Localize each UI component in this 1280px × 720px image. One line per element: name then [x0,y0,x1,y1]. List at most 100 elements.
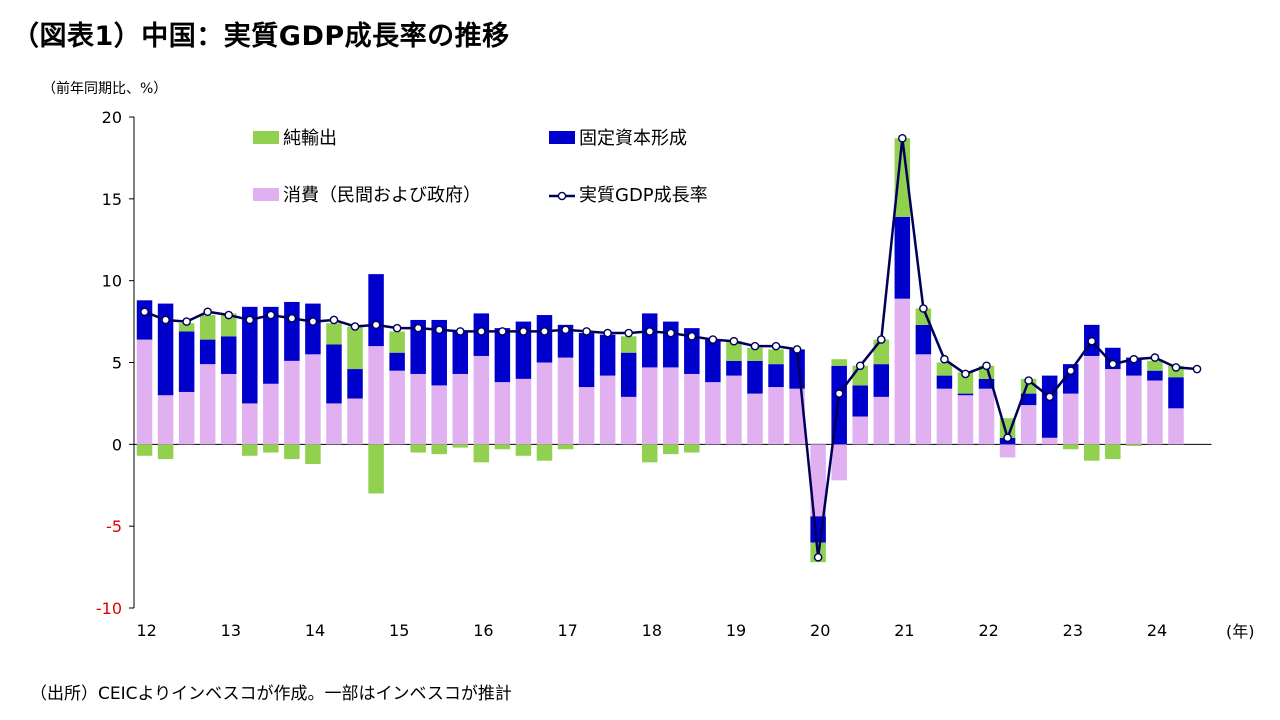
bar-net-exports [747,347,763,361]
y-unit-label: （前年同期比、%） [42,81,168,97]
bar-net-exports [831,359,847,366]
x-tick-label: 24 [1147,621,1167,640]
gdp-point [540,327,549,336]
bar-consumption [663,367,679,445]
gdp-point [182,317,191,326]
bar-consumption [368,346,384,445]
bar-consumption [578,387,595,445]
bar-consumption [789,388,805,445]
gdp-point [729,336,739,346]
bar-net-exports [1147,360,1163,371]
gdp-point [203,307,212,317]
bar-fixed-capital [1168,377,1184,409]
x-tick-label: 22 [978,621,998,640]
bar-consumption [894,298,911,445]
bar-consumption [178,391,195,445]
bar-net-exports [1084,444,1100,461]
bar-net-exports [242,444,258,456]
legend-label-gdp: 実質GDP成長率 [579,185,708,206]
gdp-point [813,552,823,562]
gdp-point [245,315,255,325]
bar-consumption [220,373,237,445]
bar-net-exports [199,315,216,340]
gdp-point [1003,433,1012,443]
bar-consumption [873,396,890,445]
gdp-point [1150,353,1160,362]
bar-consumption [747,393,763,445]
legend-label-fixed-capital: 固定資本形成 [579,128,687,149]
gdp-point [876,335,886,344]
bar-fixed-capital [620,352,637,397]
bar-fixed-capital [326,344,342,404]
x-tick-label: 15 [389,621,409,640]
gdp-point [792,345,802,354]
bar-consumption [1105,369,1121,445]
x-tick-label: 21 [894,621,914,640]
gdp-point [1024,376,1033,385]
bar-consumption [136,339,153,445]
gdp-point [961,369,970,379]
gdp-point [666,328,676,338]
legend-label-net-exports: 純輸出 [283,128,337,149]
bar-fixed-capital [199,339,216,365]
bars [136,138,1184,563]
bar-net-exports [305,444,321,464]
legend-label-consumption: 消費（民間および政府） [283,185,481,206]
bar-consumption [1126,375,1142,445]
bar-fixed-capital [284,301,300,361]
gdp-point [687,332,697,341]
bar-net-exports [1105,444,1121,460]
bar-fixed-capital [684,328,700,374]
bar-consumption [957,395,974,445]
gdp-point [308,317,318,326]
gdp-point [1045,392,1054,402]
x-tick-label: 18 [642,621,662,640]
bar-net-exports [220,313,237,337]
bar-fixed-capital [705,339,721,383]
bar-consumption [347,398,363,445]
bar-fixed-capital [1147,370,1163,381]
gdp-point [1066,366,1076,375]
source-note: （出所）CEICよりインベスコが作成。一部はインベスコが推計 [30,684,512,704]
gdp-point [561,325,570,335]
gdp-point [940,354,949,364]
bar-fixed-capital [1041,375,1058,438]
bar-fixed-capital [557,324,574,358]
bar-net-exports [410,444,426,453]
bar-net-exports [663,444,679,455]
gdp-point [434,325,444,335]
gdp-point [708,335,718,344]
bar-net-exports [347,326,363,370]
bar-consumption [1041,437,1058,445]
gdp-point [834,389,844,398]
bar-fixed-capital [347,369,363,399]
bar-fixed-capital [873,364,890,397]
bar-fixed-capital [494,328,511,383]
bar-fixed-capital [220,336,237,374]
bar-net-exports [136,444,153,456]
x-ticks: 12 13 14 15 16 17 18 19 20 21 22 23 24 [136,621,1167,640]
bar-consumption [305,354,321,445]
x-tick-label: 17 [557,621,577,640]
gdp-point [582,327,591,336]
y-tick-label: 10 [102,272,122,291]
bar-net-exports [368,444,384,494]
bar-consumption [852,416,868,445]
bar-fixed-capital [515,321,532,379]
bar-net-exports [1126,444,1142,446]
gdp-point [982,361,991,371]
x-tick-label: 20 [810,621,830,640]
bar-net-exports [326,323,342,345]
bar-fixed-capital [852,385,868,417]
gdp-point [413,323,423,333]
bar-consumption [1062,393,1079,445]
bar-fixed-capital [157,303,174,396]
bar-net-exports [284,444,300,460]
bar-fixed-capital [936,375,953,389]
bar-fixed-capital [136,300,153,340]
bar-consumption [536,362,553,445]
bar-consumption [431,385,447,445]
bar-fixed-capital [599,334,616,376]
gdp-point [519,327,528,336]
